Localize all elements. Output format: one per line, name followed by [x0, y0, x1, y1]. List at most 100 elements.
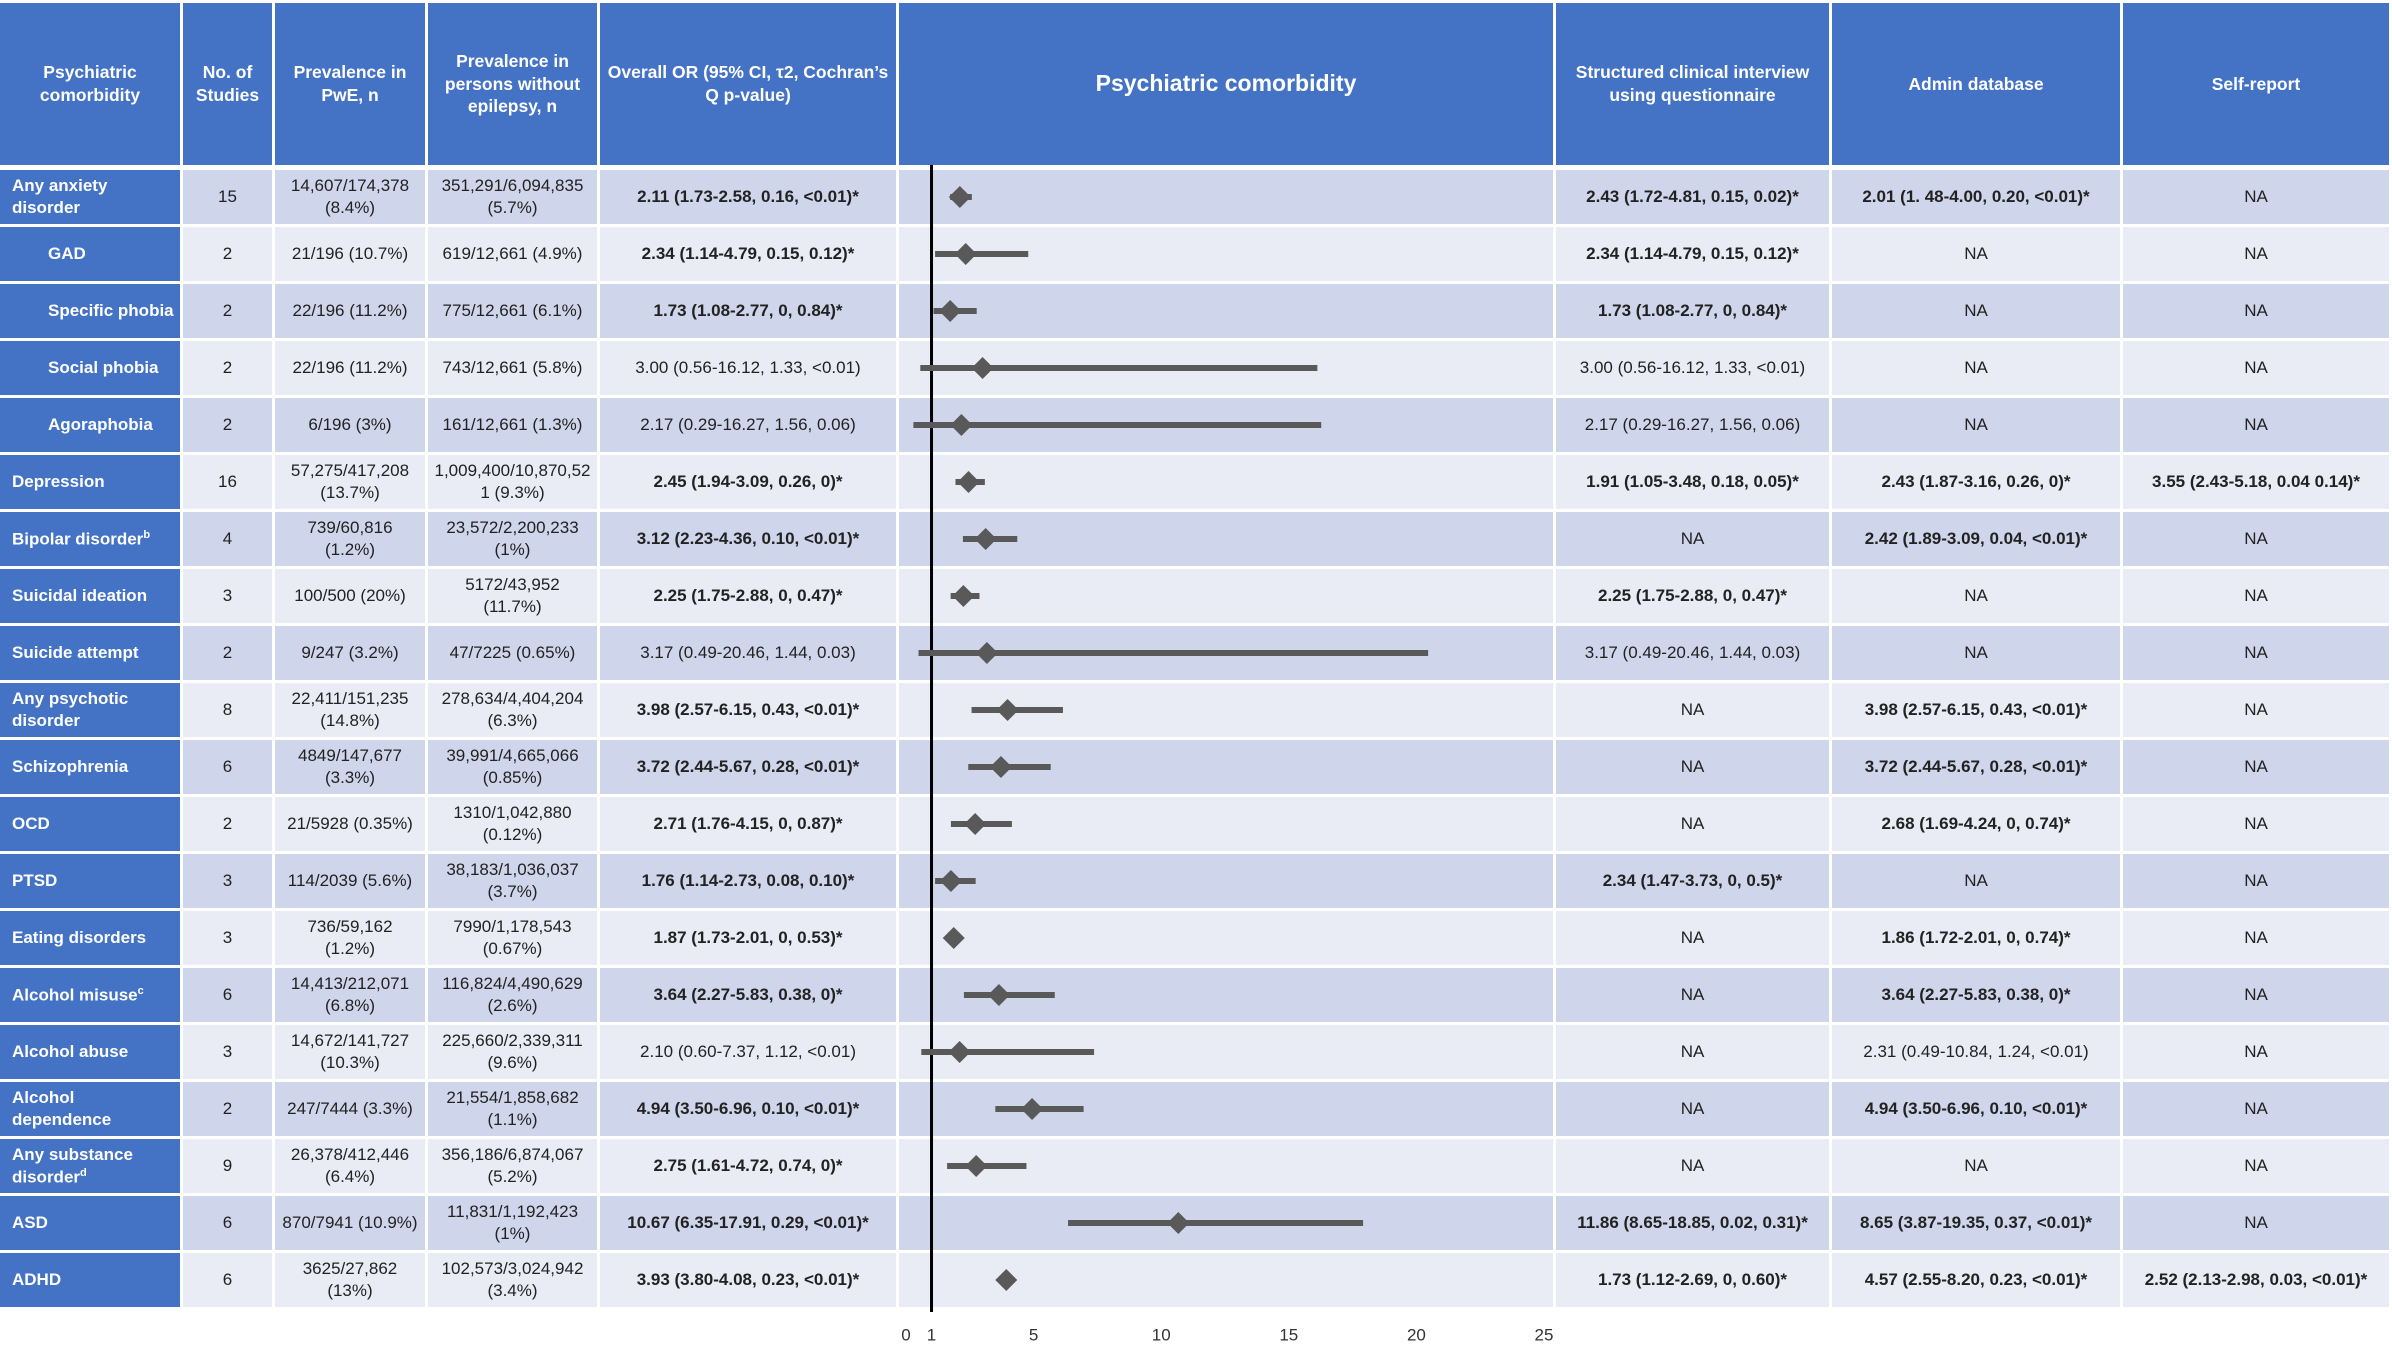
or-diamond [948, 1041, 971, 1063]
overall-cell-text: 3.17 (0.49-20.46, 1.44, 0.03) [640, 642, 856, 662]
header-cell: Prevalence in PwE, n [275, 3, 425, 165]
structured-cell: 1.73 (1.08-2.77, 0, 0.84)* [1556, 284, 1829, 338]
pwe-cell-text: 739/60,816 (1.2%) [307, 517, 393, 559]
admin-cell: NA [1832, 341, 2120, 395]
structured-cell-text: NA [1680, 1155, 1705, 1175]
header-cell-text: Prevalence in PwE, n [293, 62, 407, 105]
overall-cell: 3.00 (0.56-16.12, 1.33, <0.01) [600, 341, 896, 395]
without-cell-text: 1,009,400/10,870,521 (9.3%) [434, 460, 591, 502]
row-name-text: Alcohol misusec [12, 984, 144, 1005]
studies-cell: 6 [183, 740, 272, 794]
studies-cell-text: 3 [222, 927, 233, 947]
without-cell: 5172/43,952 (11.7%) [428, 569, 597, 623]
row-name-text: PTSD [12, 870, 58, 890]
studies-cell: 2 [183, 797, 272, 851]
admin-cell-text: 4.94 (3.50-6.96, 0.10, <0.01)* [1864, 1098, 2088, 1118]
structured-cell-text: 1.73 (1.12-2.69, 0, 0.60)* [1597, 1269, 1788, 1289]
admin-cell-text: 3.98 (2.57-6.15, 0.43, <0.01)* [1864, 699, 2088, 719]
row-name-text: Social phobia [48, 357, 159, 377]
row-name-text: ASD [12, 1212, 48, 1232]
pwe-cell-text: 21/196 (10.7%) [291, 243, 409, 263]
without-cell-text: 225,660/2,339,311 (9.6%) [442, 1030, 583, 1072]
studies-cell-text: 3 [222, 1041, 233, 1061]
structured-cell-text: 2.34 (1.47-3.73, 0, 0.5)* [1602, 870, 1783, 890]
header-cell-text: Overall OR (95% CI, τ2, Cochran’s Q p-va… [607, 62, 889, 105]
without-cell: 351,291/6,094,835 (5.7%) [428, 170, 597, 224]
overall-cell: 2.34 (1.14-4.79, 0.15, 0.12)* [600, 227, 896, 281]
studies-cell-text: 6 [222, 984, 233, 1004]
or-diamond [1167, 1212, 1190, 1234]
studies-cell-text: 9 [222, 1155, 233, 1175]
studies-cell-text: 6 [222, 1212, 233, 1232]
self-cell-text: NA [2244, 699, 2268, 719]
or-diamond [1021, 1098, 1044, 1120]
pwe-cell-text: 736/59,162 (1.2%) [307, 916, 393, 958]
pwe-cell-text: 57,275/417,208 (13.7%) [290, 460, 410, 502]
studies-cell-text: 6 [222, 1269, 233, 1289]
row-name-text: GAD [48, 243, 86, 263]
admin-cell-text: 2.42 (1.89-3.09, 0.04, <0.01)* [1864, 528, 2088, 548]
overall-cell-text: 1.76 (1.14-2.73, 0.08, 0.10)* [641, 870, 855, 890]
pwe-cell: 100/500 (20%) [275, 569, 425, 623]
or-diamond [974, 528, 997, 550]
without-cell: 225,660/2,339,311 (9.6%) [428, 1025, 597, 1079]
pwe-cell-text: 6/196 (3%) [308, 414, 392, 434]
x-tick-label: 20 [1407, 1325, 1426, 1344]
structured-cell: NA [1556, 911, 1829, 965]
overall-cell: 1.73 (1.08-2.77, 0, 0.84)* [600, 284, 896, 338]
without-cell: 161/12,661 (1.3%) [428, 398, 597, 452]
admin-cell: 2.42 (1.89-3.09, 0.04, <0.01)* [1832, 512, 2120, 566]
row-name-text: ADHD [12, 1269, 62, 1289]
admin-cell: NA [1832, 626, 2120, 680]
without-cell-text: 161/12,661 (1.3%) [442, 414, 583, 434]
self-cell-text: NA [2244, 186, 2268, 206]
overall-cell: 3.17 (0.49-20.46, 1.44, 0.03) [600, 626, 896, 680]
or-diamond [948, 186, 971, 208]
pwe-cell: 3625/27,862 (13%) [275, 1253, 425, 1307]
overall-cell-text: 3.72 (2.44-5.67, 0.28, <0.01)* [636, 756, 860, 776]
or-diamond [950, 414, 973, 436]
admin-cell: 3.64 (2.27-5.83, 0.38, 0)* [1832, 968, 2120, 1022]
pwe-cell-text: 14,672/141,727 (10.3%) [290, 1030, 410, 1072]
self-cell: NA [2123, 797, 2389, 851]
pwe-cell: 9/247 (3.2%) [275, 626, 425, 680]
row-name-text: Alcohol abuse [12, 1041, 129, 1061]
without-cell: 11,831/1,192,423 (1%) [428, 1196, 597, 1250]
row-name: Alcohol misusec [0, 968, 180, 1022]
overall-cell: 3.98 (2.57-6.15, 0.43, <0.01)* [600, 683, 896, 737]
row-name-text: Eating disorders [12, 927, 147, 947]
header-cell: Psychiatric comorbidity [0, 3, 180, 165]
studies-cell-text: 2 [222, 813, 233, 833]
admin-cell: NA [1832, 569, 2120, 623]
overall-cell-text: 2.10 (0.60-7.37, 1.12, <0.01) [640, 1041, 856, 1061]
without-cell-text: 1310/1,042,880 (0.12%) [453, 802, 572, 844]
self-cell: NA [2123, 569, 2389, 623]
studies-cell: 6 [183, 968, 272, 1022]
overall-cell: 3.12 (2.23-4.36, 0.10, <0.01)* [600, 512, 896, 566]
row-name-text: OCD [12, 813, 50, 833]
self-cell-text: NA [2244, 642, 2268, 662]
self-cell: 2.52 (2.13-2.98, 0.03, <0.01)* [2123, 1253, 2389, 1307]
admin-cell-text: NA [1964, 642, 1988, 662]
studies-cell-text: 2 [222, 642, 233, 662]
x-tick-label: 0 [901, 1325, 910, 1344]
overall-cell: 3.64 (2.27-5.83, 0.38, 0)* [600, 968, 896, 1022]
admin-cell-text: 3.64 (2.27-5.83, 0.38, 0)* [1881, 984, 2071, 1004]
self-cell-text: NA [2244, 357, 2268, 377]
overall-cell-text: 3.00 (0.56-16.12, 1.33, <0.01) [635, 357, 861, 377]
studies-cell: 6 [183, 1253, 272, 1307]
row-name: Any anxiety disorder [0, 170, 180, 224]
or-diamond [965, 1155, 988, 1177]
without-cell-text: 11,831/1,192,423 (1%) [446, 1201, 579, 1243]
self-cell-text: NA [2244, 1212, 2268, 1232]
structured-cell-text: NA [1680, 927, 1705, 947]
row-name-text: Any substance disorderd [12, 1144, 133, 1187]
self-cell-text: NA [2244, 528, 2268, 548]
header-cell-text: Structured clinical interview using ques… [1575, 62, 1810, 105]
without-cell: 1310/1,042,880 (0.12%) [428, 797, 597, 851]
without-cell-text: 619/12,661 (4.9%) [442, 243, 583, 263]
structured-cell-text: 3.17 (0.49-20.46, 1.44, 0.03) [1584, 642, 1801, 662]
x-tick-label: 15 [1279, 1325, 1298, 1344]
without-cell-text: 351,291/6,094,835 (5.7%) [441, 175, 584, 217]
admin-cell: NA [1832, 227, 2120, 281]
